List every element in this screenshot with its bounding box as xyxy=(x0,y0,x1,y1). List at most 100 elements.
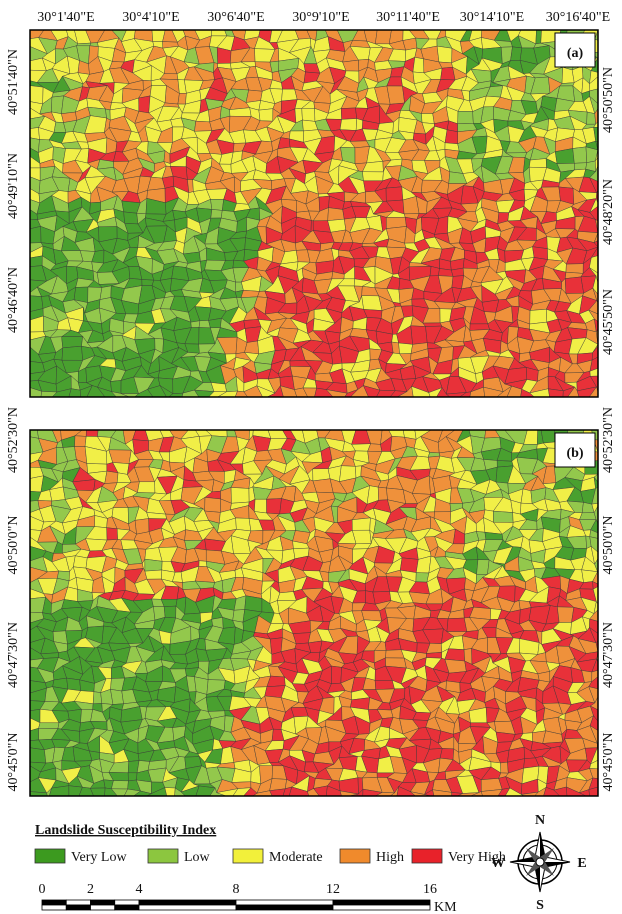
legend-label: Moderate xyxy=(269,850,323,865)
compass-north: N xyxy=(535,813,545,828)
map-patch xyxy=(205,497,221,512)
latitude-label: 40°48'20"N xyxy=(601,179,616,245)
map-patch xyxy=(178,93,187,104)
map-patch xyxy=(145,570,162,579)
longitude-label: 30°16'40"E xyxy=(546,10,610,25)
scale-bar-segment xyxy=(333,905,430,910)
legend-label: Very Low xyxy=(71,850,127,865)
legend-label: High xyxy=(376,850,404,865)
legend-label: Low xyxy=(184,850,211,865)
map-patch xyxy=(165,788,175,796)
map-patch xyxy=(161,599,177,606)
map-patch xyxy=(340,119,357,131)
compass-south: S xyxy=(536,898,544,913)
longitude-label: 30°14'10"E xyxy=(460,10,524,25)
map-patch xyxy=(352,518,370,530)
map-patch xyxy=(109,450,131,464)
map-patch xyxy=(194,121,211,131)
map-patch xyxy=(331,666,341,684)
map-patch xyxy=(399,343,413,354)
map-patch xyxy=(124,212,138,224)
map-patch xyxy=(93,692,102,704)
map-patch xyxy=(356,119,363,131)
map-patch xyxy=(50,487,66,501)
map-patch xyxy=(267,499,282,514)
scale-bar-label: 0 xyxy=(39,882,46,897)
map-patch xyxy=(30,748,46,763)
legend-swatch xyxy=(148,849,178,863)
map-patch xyxy=(426,652,441,658)
scale-bar-segment xyxy=(91,905,115,910)
map-patch xyxy=(164,606,176,618)
map-patch xyxy=(328,208,345,221)
latitude-label: 40°47'30"N xyxy=(601,622,616,688)
map-patch xyxy=(445,130,458,144)
map-patch xyxy=(30,226,41,243)
longitude-label: 30°9'10"E xyxy=(292,10,349,25)
scale-bar-segment xyxy=(115,900,139,905)
longitude-label: 30°4'10"E xyxy=(122,10,179,25)
map-patch xyxy=(574,163,586,170)
latitude-label: 40°50'0"N xyxy=(6,516,21,575)
map-patch xyxy=(293,633,310,644)
map-patch xyxy=(313,479,333,493)
map-patch xyxy=(386,187,403,201)
map-patch xyxy=(30,86,43,104)
latitude-label: 40°45'0"N xyxy=(601,733,616,792)
longitude-label: 30°6'40"E xyxy=(207,10,264,25)
map-patch xyxy=(259,109,273,122)
legend-swatch xyxy=(340,849,370,863)
map-patch xyxy=(458,111,474,123)
map-patch xyxy=(565,277,583,294)
map-patch xyxy=(30,127,39,139)
latitude-label: 40°45'0"N xyxy=(6,733,21,792)
map-patch xyxy=(375,30,391,44)
map-patch xyxy=(566,264,583,274)
map-patch xyxy=(341,108,357,119)
compass-center xyxy=(536,858,544,866)
map-patch xyxy=(587,112,596,124)
latitude-label: 40°50'50"N xyxy=(601,67,616,133)
panel-label: (a) xyxy=(567,46,584,61)
map-patch xyxy=(392,342,400,354)
map-patch xyxy=(211,30,226,36)
legend-swatch xyxy=(35,849,65,863)
map-patch xyxy=(145,559,162,571)
maps: (a)(b) xyxy=(30,30,598,796)
map-patch xyxy=(302,108,315,121)
scale-bar-segment xyxy=(236,905,333,910)
map-patch xyxy=(493,511,513,522)
map-patch xyxy=(541,430,555,443)
map-patch xyxy=(128,773,137,781)
map-patch xyxy=(139,96,150,113)
scale-bar-segment xyxy=(139,900,236,905)
map-patch xyxy=(137,482,155,493)
map-patch xyxy=(30,256,42,267)
compass-east: E xyxy=(577,856,586,871)
map-patch xyxy=(501,762,509,773)
map-patch xyxy=(199,561,207,567)
map-patch xyxy=(530,309,547,324)
map-patch xyxy=(245,596,262,612)
scale-bar-segment xyxy=(91,900,115,905)
map-patch xyxy=(521,489,532,504)
map-patch xyxy=(413,57,424,73)
scale-bar-label: 12 xyxy=(326,882,340,897)
scale-bar-segment xyxy=(66,905,90,910)
map-patch xyxy=(142,279,154,285)
latitude-label: 40°51'40"N xyxy=(6,49,21,115)
scale-bar-segment xyxy=(66,900,90,905)
map-patch xyxy=(67,678,81,691)
map-patch xyxy=(437,46,452,63)
map-patch xyxy=(362,172,383,181)
figure: (a)(b) 40°51'40"N40°49'10"N40°46'40"N40°… xyxy=(0,0,622,914)
legend-swatch xyxy=(233,849,263,863)
longitude-label: 30°1'40"E xyxy=(37,10,94,25)
latitude-label: 40°47'30"N xyxy=(6,622,21,688)
map-patch xyxy=(277,592,296,601)
map-patch xyxy=(580,513,597,520)
scale-bar-label: 2 xyxy=(87,882,94,897)
map-patch xyxy=(231,487,249,503)
scale-bar-segment xyxy=(236,900,333,905)
map-patch xyxy=(411,326,427,345)
